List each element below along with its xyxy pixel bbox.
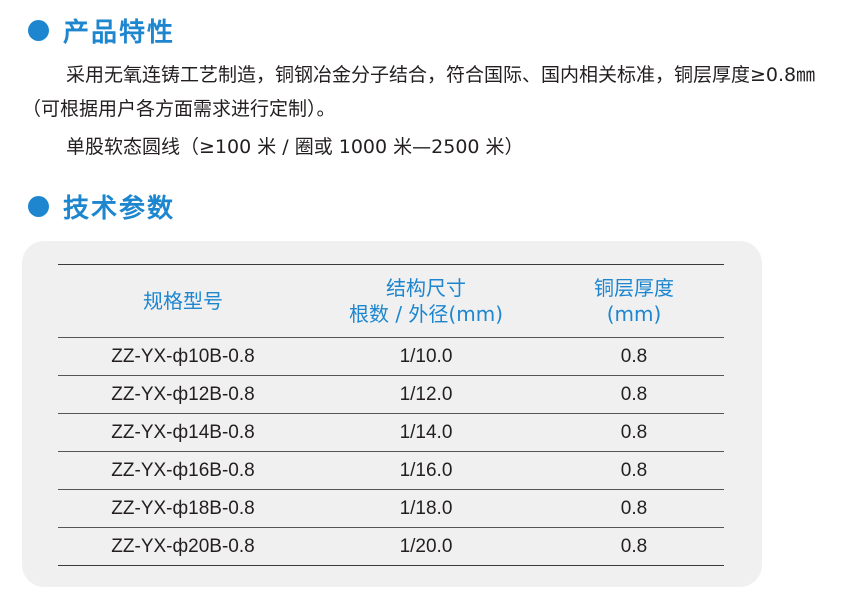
header-thickness-line1: 铜层厚度 (594, 276, 674, 300)
cell-spec: ZZ-YX-ф18B-0.8 (58, 489, 308, 528)
header-structure-line1: 结构尺寸 (386, 276, 466, 300)
table-row: ZZ-YX-ф12B-0.8 1/12.0 0.8 (58, 375, 724, 414)
table-header-row: 规格型号 结构尺寸 根数 / 外径(mm) 铜层厚度 (mm) (58, 264, 724, 338)
cell-structure: 1/12.0 (308, 375, 544, 414)
section-title-specs: 技术参数 (63, 194, 176, 224)
cell-structure: 1/14.0 (308, 413, 544, 452)
cell-spec: ZZ-YX-ф10B-0.8 (58, 337, 308, 376)
header-thickness: 铜层厚度 (mm) (544, 264, 724, 338)
cell-thickness: 0.8 (544, 413, 724, 452)
cell-thickness: 0.8 (544, 451, 724, 490)
cell-structure: 1/16.0 (308, 451, 544, 490)
table-row: ZZ-YX-ф16B-0.8 1/16.0 0.8 (58, 451, 724, 490)
cell-structure: 1/18.0 (308, 489, 544, 528)
header-structure: 结构尺寸 根数 / 外径(mm) (308, 264, 544, 338)
table-row: ZZ-YX-ф20B-0.8 1/20.0 0.8 (58, 527, 724, 566)
cell-spec: ZZ-YX-ф16B-0.8 (58, 451, 308, 490)
cell-thickness: 0.8 (544, 375, 724, 414)
bullet-dot-icon (28, 196, 49, 217)
spec-table: 规格型号 结构尺寸 根数 / 外径(mm) 铜层厚度 (mm) ZZ-YX-ф1… (58, 264, 724, 566)
section-title-features: 产品特性 (63, 18, 176, 48)
cell-thickness: 0.8 (544, 337, 724, 376)
table-row: ZZ-YX-ф10B-0.8 1/10.0 0.8 (58, 337, 724, 376)
spec-table-card: 规格型号 结构尺寸 根数 / 外径(mm) 铜层厚度 (mm) ZZ-YX-ф1… (22, 241, 762, 587)
features-paragraph-1: 采用无氧连铸工艺制造，铜钢冶金分子结合，符合国际、国内相关标准，铜层厚度≥0.8… (22, 64, 816, 120)
cell-spec: ZZ-YX-ф14B-0.8 (58, 413, 308, 452)
section-header-specs: 技术参数 (28, 188, 175, 225)
header-spec: 规格型号 (58, 264, 308, 338)
features-paragraph-2: 单股软态圆线（≥100 米 / 圈或 1000 米—2500 米） (66, 136, 524, 158)
bullet-dot-icon (28, 20, 49, 41)
table-row: ZZ-YX-ф18B-0.8 1/18.0 0.8 (58, 489, 724, 528)
cell-thickness: 0.8 (544, 527, 724, 566)
cell-structure: 1/10.0 (308, 337, 544, 376)
cell-thickness: 0.8 (544, 489, 724, 528)
cell-spec: ZZ-YX-ф12B-0.8 (58, 375, 308, 414)
header-thickness-line2: (mm) (606, 302, 662, 326)
cell-structure: 1/20.0 (308, 527, 544, 566)
header-structure-line2: 根数 / 外径(mm) (348, 302, 504, 326)
section-header-features: 产品特性 (28, 12, 175, 49)
table-row: ZZ-YX-ф14B-0.8 1/14.0 0.8 (58, 413, 724, 452)
cell-spec: ZZ-YX-ф20B-0.8 (58, 527, 308, 566)
header-spec-label: 规格型号 (143, 289, 223, 313)
